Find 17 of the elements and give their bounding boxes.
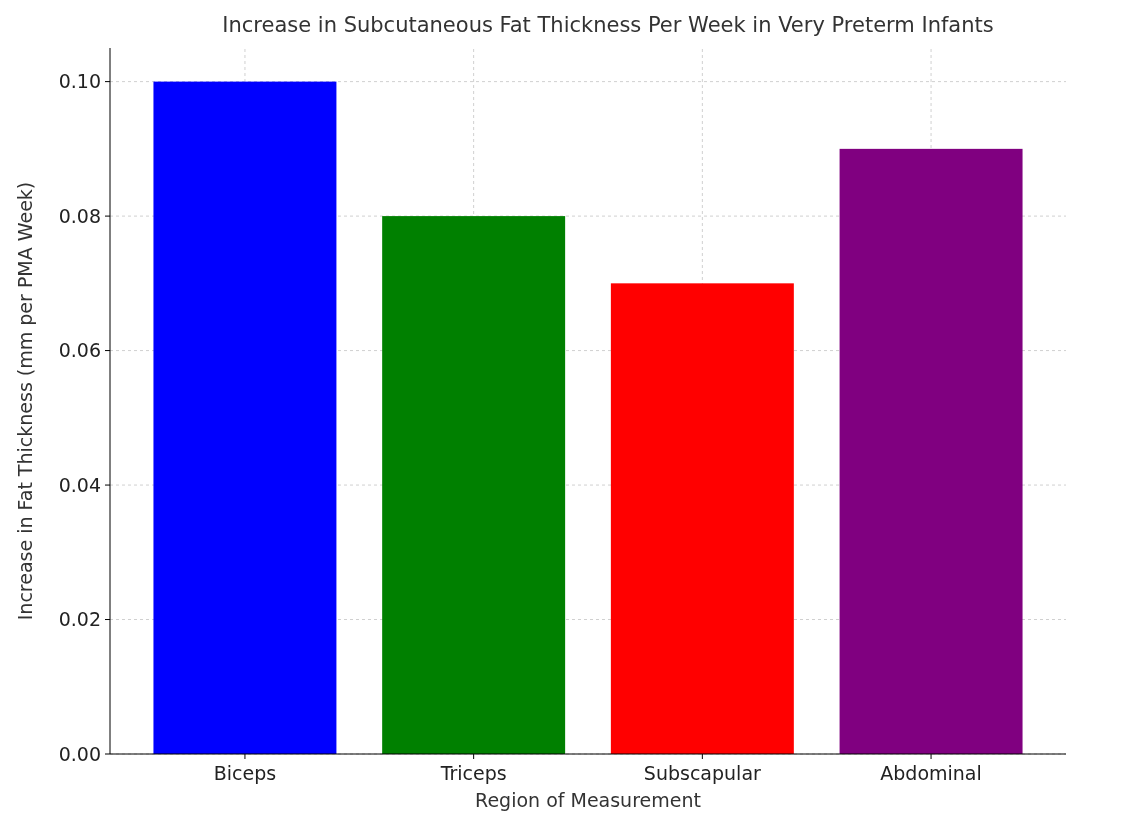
- y-tick-label: 0.04: [58, 473, 101, 496]
- y-tick-label: 0.00: [58, 742, 101, 765]
- x-tick-label: Biceps: [213, 762, 277, 784]
- bar: [153, 81, 337, 754]
- chart-title: Increase in Subcutaneous Fat Thickness Per Week in Very Preterm Infants: [222, 13, 994, 37]
- y-axis-title: Increase in Fat Thickness (mm per PMA Week): [14, 181, 36, 621]
- x-tick-label: Triceps: [439, 762, 507, 784]
- x-axis-title: Region of Measurement: [475, 789, 701, 811]
- y-tick-label: 0.10: [58, 70, 101, 93]
- y-tick-label: 0.08: [58, 204, 101, 227]
- bar: [382, 216, 566, 754]
- x-tick-label: Abdominal: [880, 762, 982, 784]
- bar: [610, 283, 794, 754]
- y-tick-label: 0.06: [58, 339, 101, 362]
- bar: [839, 148, 1023, 754]
- x-tick-label: Subscapular: [643, 762, 762, 784]
- y-tick-label: 0.02: [58, 608, 101, 631]
